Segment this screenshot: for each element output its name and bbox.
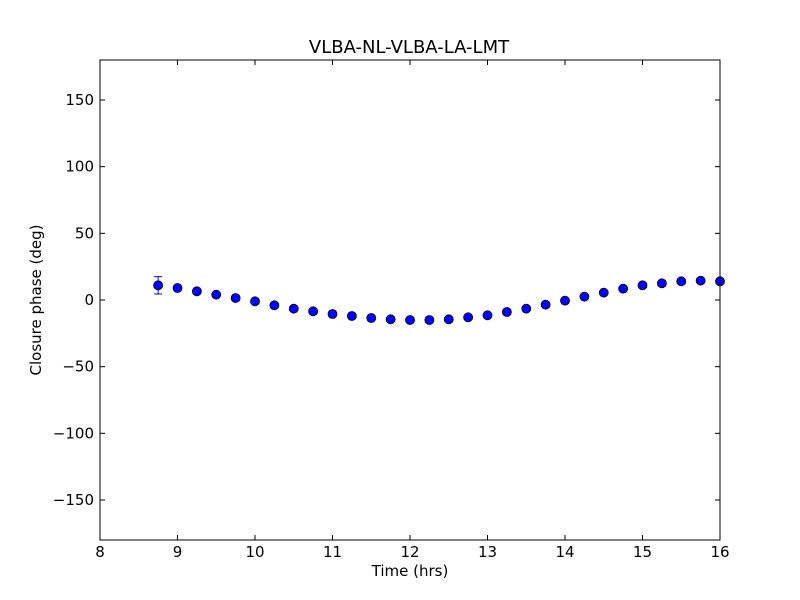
data-point xyxy=(230,293,241,303)
point-marker xyxy=(656,278,667,289)
x-tick-label: 9 xyxy=(173,543,183,561)
data-point xyxy=(618,283,629,294)
x-tick-label: 12 xyxy=(400,543,419,561)
data-point xyxy=(463,312,474,323)
data-point xyxy=(560,295,570,306)
point-marker xyxy=(463,312,474,323)
data-point xyxy=(153,276,164,295)
point-marker xyxy=(346,311,357,321)
point-marker xyxy=(695,275,706,286)
point-marker xyxy=(327,309,338,319)
data-point xyxy=(366,313,377,323)
x-tick-label: 15 xyxy=(633,543,652,561)
point-marker xyxy=(288,303,299,314)
data-point xyxy=(695,275,706,286)
point-marker xyxy=(230,293,241,303)
data-point xyxy=(443,314,454,325)
data-point xyxy=(172,283,183,293)
y-tick-label: −150 xyxy=(53,491,94,509)
data-point xyxy=(598,287,609,298)
data-point xyxy=(308,306,319,317)
y-tick-label: 50 xyxy=(75,224,94,242)
point-marker xyxy=(424,315,435,325)
point-marker xyxy=(482,310,493,321)
x-tick-label: 13 xyxy=(478,543,497,561)
data-point xyxy=(656,278,667,289)
point-marker xyxy=(501,307,512,317)
point-marker xyxy=(172,283,183,293)
point-marker xyxy=(637,280,648,291)
point-marker xyxy=(521,303,532,314)
point-marker xyxy=(250,296,260,307)
data-point xyxy=(191,286,202,297)
x-tick-label: 8 xyxy=(95,543,105,561)
chart-title: VLBA-NL-VLBA-LA-LMT xyxy=(309,37,510,58)
data-point xyxy=(405,315,415,325)
y-tick-label: −100 xyxy=(53,424,94,442)
point-marker xyxy=(598,287,609,298)
data-point xyxy=(269,300,280,311)
data-point xyxy=(637,280,648,291)
data-point xyxy=(501,307,512,317)
y-tick-label: 0 xyxy=(84,291,94,309)
plot-frame xyxy=(99,59,721,541)
point-marker xyxy=(366,313,377,323)
point-marker xyxy=(618,283,629,294)
y-tick-label: 100 xyxy=(65,158,94,176)
point-marker xyxy=(405,315,415,325)
data-point xyxy=(482,310,493,321)
point-marker xyxy=(269,300,280,311)
point-marker xyxy=(211,289,222,300)
data-point xyxy=(540,299,551,310)
point-marker xyxy=(443,314,454,325)
axis-ticks: 8 9 10 11 12 13 14 15 16 −150 −100 −50 0 50 100 150 xyxy=(53,60,730,561)
data-point xyxy=(579,291,590,302)
point-marker xyxy=(191,286,202,297)
data-point xyxy=(385,314,396,325)
y-tick-label: 150 xyxy=(65,91,94,109)
data-point xyxy=(346,311,357,321)
x-tick-label: 11 xyxy=(323,543,342,561)
point-marker xyxy=(676,276,687,287)
y-tick-label: −50 xyxy=(62,358,94,376)
y-axis-label: Closure phase (deg) xyxy=(27,225,45,376)
data-points xyxy=(153,275,725,325)
x-axis-label: Time (hrs) xyxy=(371,562,449,580)
point-marker xyxy=(385,314,396,325)
point-marker xyxy=(308,306,319,317)
data-point xyxy=(250,296,260,307)
point-marker xyxy=(579,291,590,302)
point-marker xyxy=(153,280,164,291)
data-point xyxy=(327,309,338,319)
data-point xyxy=(211,289,222,300)
x-tick-label: 14 xyxy=(555,543,574,561)
data-point xyxy=(676,276,687,287)
point-marker xyxy=(560,295,570,306)
x-tick-label: 16 xyxy=(710,543,729,561)
data-point xyxy=(424,315,435,325)
point-marker xyxy=(540,299,551,310)
data-point xyxy=(521,303,532,314)
data-point xyxy=(288,303,299,314)
x-tick-label: 10 xyxy=(245,543,264,561)
